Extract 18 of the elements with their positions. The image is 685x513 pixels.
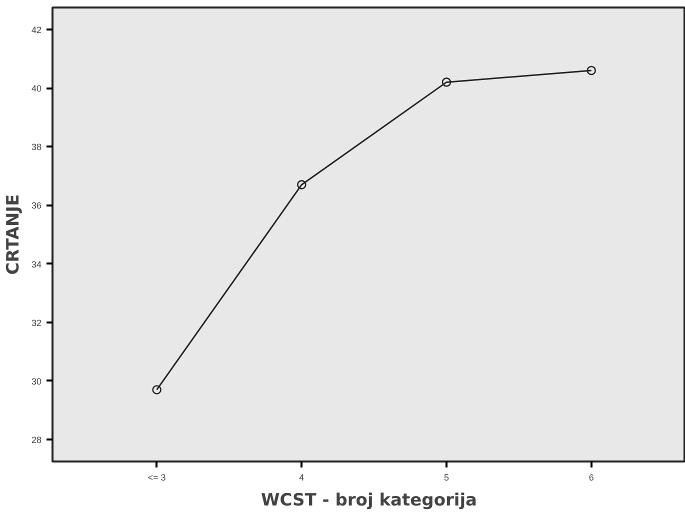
x-axis-title: WCST - broj kategorija	[260, 490, 478, 510]
y-tick-label: 32	[31, 318, 42, 328]
point	[442, 78, 452, 87]
y-tick-label: 30	[31, 376, 42, 386]
y-axis-title: CRTANJE	[3, 194, 24, 275]
point	[152, 385, 162, 394]
y-tick-label: 40	[31, 84, 42, 94]
y-tick-label: 28	[31, 435, 42, 446]
y-tick-label: 34	[31, 259, 42, 270]
y-tick-label: 38	[31, 142, 42, 152]
point	[296, 180, 306, 190]
x-tick-label: 6	[588, 472, 594, 482]
x-tick-label: 5	[444, 472, 450, 482]
point	[586, 66, 596, 76]
x-tick-label: 4	[299, 472, 304, 482]
x-tick-label: <= 3	[148, 472, 166, 482]
y-tick-label: 42	[31, 24, 42, 35]
y-tick-label: 36	[31, 200, 42, 211]
